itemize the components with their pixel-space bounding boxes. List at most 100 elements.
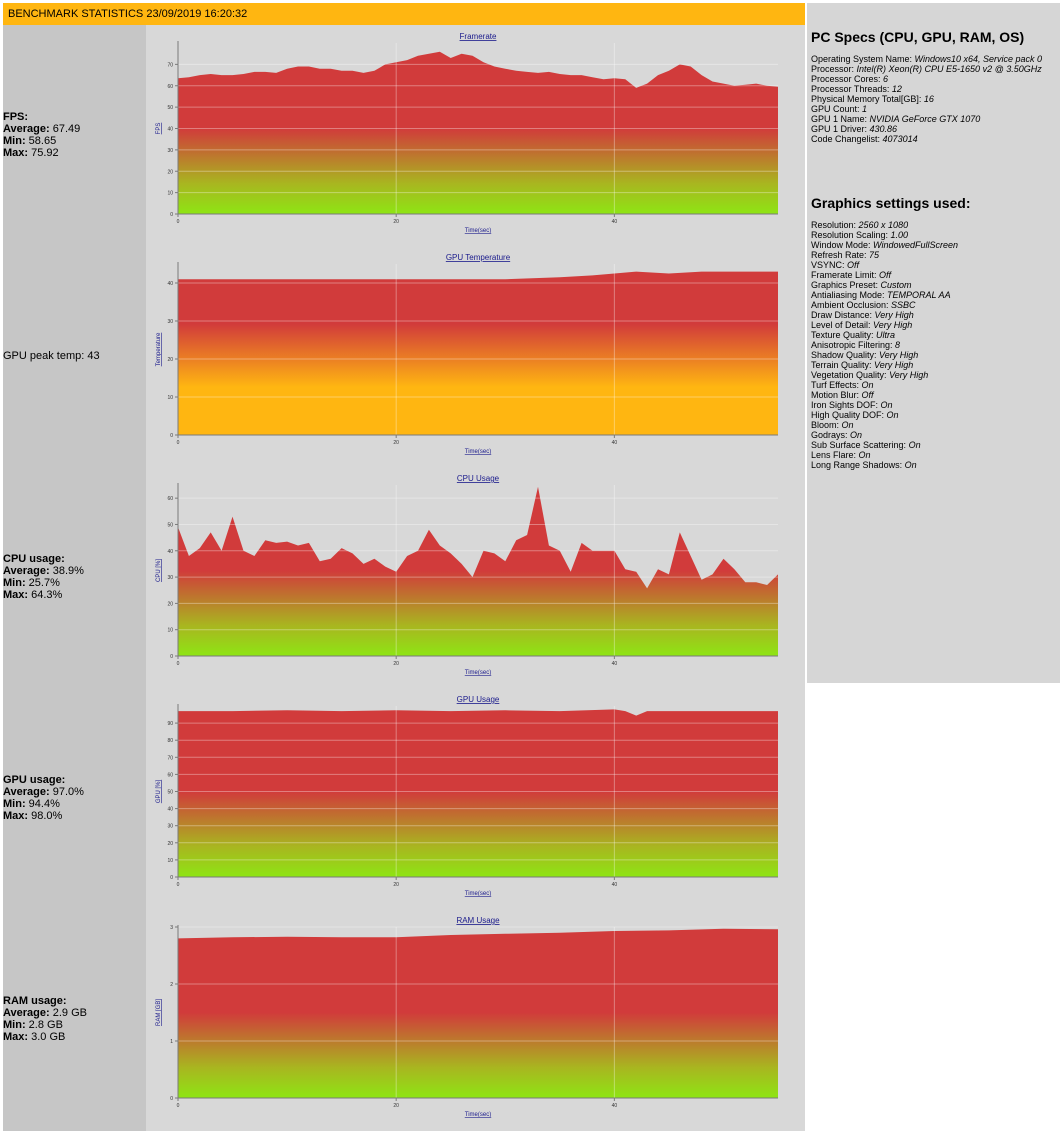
y-tick-label: 30 [167,575,173,581]
stat-value: 97.0% [49,786,84,798]
ram-usage-chart: RAM Usage 0 1 2 3 0 20 40 Time(sec) RAM [GB] [156,916,778,1118]
y-tick-label: 30 [167,148,173,154]
series-area [178,709,778,877]
pc-specs-title: PC Specs (CPU, GPU, RAM, OS) [811,29,1025,45]
stat-label: Max: [3,589,29,601]
stat-value: 64.3% [28,589,63,601]
stat-label: CPU usage: [3,553,65,565]
stat-value: 58.65 [25,135,57,147]
stat-value: 38.9% [49,565,84,577]
chart-title: GPU Usage [457,695,500,704]
graphics-settings-title: Graphics settings used: [811,195,971,211]
spec-row: Window Mode: WindowedFullScreen [811,240,958,250]
spec-value: On [904,460,917,470]
y-tick-label: 50 [167,105,173,111]
spec-value: 2560 x 1080 [858,220,909,230]
stat-value: 94.4% [25,798,60,810]
spec-row: Refresh Rate: 75 [811,250,958,260]
spec-value: On [886,410,899,420]
stat-value: 2.8 GB [25,1019,63,1031]
spec-row: Motion Blur: Off [811,390,958,400]
x-axis-label: Time(sec) [465,449,491,455]
report-title: BENCHMARK STATISTICS 23/09/2019 16:20:32 [8,8,248,20]
spec-value: Very High [874,360,914,370]
y-tick-label: 3 [170,925,173,931]
stat-label: Max: [3,147,29,159]
x-tick-label: 0 [177,219,180,225]
spec-row: High Quality DOF: On [811,410,958,420]
x-axis-label: Time(sec) [465,670,491,676]
spec-row: Processor: Intel(R) Xeon(R) CPU E5-1650 … [811,64,1042,74]
stat-label: Average: [3,123,50,135]
spec-row: Bloom: On [811,420,958,430]
spec-value: 1 [862,104,868,114]
spec-row: Long Range Shadows: On [811,460,958,470]
spec-value: 16 [923,94,934,104]
spec-row: Processor Cores: 6 [811,74,1042,84]
pc-specs-list: Operating System Name: Windows10 x64, Se… [811,54,1042,144]
spec-row: Sub Surface Scattering: On [811,440,958,450]
stat-line: GPU peak temp: 43 [3,350,100,362]
stat-label: Average: [3,1007,50,1019]
spec-key: Motion Blur: [811,390,862,400]
spec-value: 1.00 [890,230,909,240]
stat-value: GPU peak temp: 43 [3,350,100,362]
y-tick-label: 60 [167,772,173,778]
y-tick-label: 0 [170,1096,173,1102]
stat-label: Max: [3,810,29,822]
spec-value: On [880,400,893,410]
spec-key: Shadow Quality: [811,350,880,360]
spec-row: GPU 1 Driver: 430.86 [811,124,1042,134]
spec-row: Physical Memory Total[GB]: 16 [811,94,1042,104]
y-tick-label: 70 [167,755,173,761]
spec-key: Vegetation Quality: [811,370,890,380]
y-tick-label: 40 [167,127,173,133]
spec-value: Very High [879,350,919,360]
spec-key: GPU 1 Driver: [811,124,870,134]
stat-line: Average: 67.49 [3,123,80,135]
spec-value: Very High [889,370,929,380]
spec-row: Lens Flare: On [811,450,958,460]
spec-key: VSYNC: [811,260,848,270]
gpu-temperature-chart: GPU Temperature 0 10 20 30 40 0 20 40 Time(sec) Te… [156,253,778,455]
y-tick-label: 20 [167,601,173,607]
spec-value: WindowedFullScreen [873,240,958,250]
spec-value: Off [847,260,860,270]
y-tick-label: 0 [170,212,173,218]
stat-label: Average: [3,565,50,577]
spec-key: Iron Sights DOF: [811,400,881,410]
spec-key: Refresh Rate: [811,250,870,260]
y-axis-label: GPU [%] [156,780,162,804]
spec-key: Draw Distance: [811,310,875,320]
spec-key: Sub Surface Scattering: [811,440,909,450]
stat-line: Average: 97.0% [3,786,84,798]
spec-key: GPU 1 Name: [811,114,870,124]
stat-label: Average: [3,786,50,798]
stat-value: 67.49 [49,123,81,135]
x-axis-label: Time(sec) [465,891,491,897]
stat-line: FPS: [3,111,80,123]
spec-value: 6 [883,74,889,84]
spec-key: Turf Effects: [811,380,862,390]
y-tick-label: 10 [167,628,173,634]
y-tick-label: 40 [167,549,173,555]
ram-usage-stats: RAM usage: Average: 2.9 GB Min: 2.8 GB Max:… [3,995,87,1043]
chart-title: CPU Usage [457,474,500,483]
stat-line: Average: 38.9% [3,565,84,577]
spec-value: 4073014 [882,134,918,144]
x-tick-label: 20 [393,661,399,667]
x-tick-label: 40 [612,661,618,667]
cpu-usage-chart: CPU Usage 0 10 20 30 40 50 60 0 20 40 Time(sec) CPU … [156,474,778,676]
x-tick-label: 0 [177,882,180,888]
spec-key: Operating System Name: [811,54,915,64]
spec-row: Operating System Name: Windows10 x64, Se… [811,54,1042,64]
stat-label: RAM usage: [3,995,67,1007]
y-tick-label: 0 [170,875,173,881]
spec-key: Bloom: [811,420,842,430]
stat-value: 75.92 [28,147,59,159]
stat-line: Min: 58.65 [3,135,80,147]
spec-key: Ambient Occlusion: [811,300,892,310]
spec-key: Lens Flare: [811,450,859,460]
series-area [178,486,778,656]
spec-value: Very High [873,320,913,330]
